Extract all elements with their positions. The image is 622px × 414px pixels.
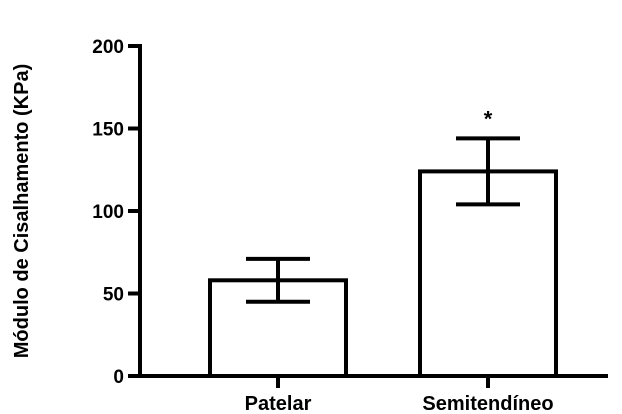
y-tick-label-150: 150: [92, 120, 124, 141]
y-axis-label: Módulo de Cisalhamento (KPa): [11, 64, 33, 358]
y-tick-label-0: 0: [113, 367, 124, 388]
category-label-0: Patelar: [245, 393, 312, 414]
plot-area: 0 50 100 150 200 Patelar Semitendíneo *: [92, 37, 608, 414]
y-tick-label-50: 50: [103, 285, 124, 306]
y-tick-label-100: 100: [92, 202, 124, 223]
category-label-1: Semitendíneo: [422, 393, 553, 414]
y-tick-label-200: 200: [92, 37, 124, 58]
significance-marker-1: *: [484, 106, 493, 131]
